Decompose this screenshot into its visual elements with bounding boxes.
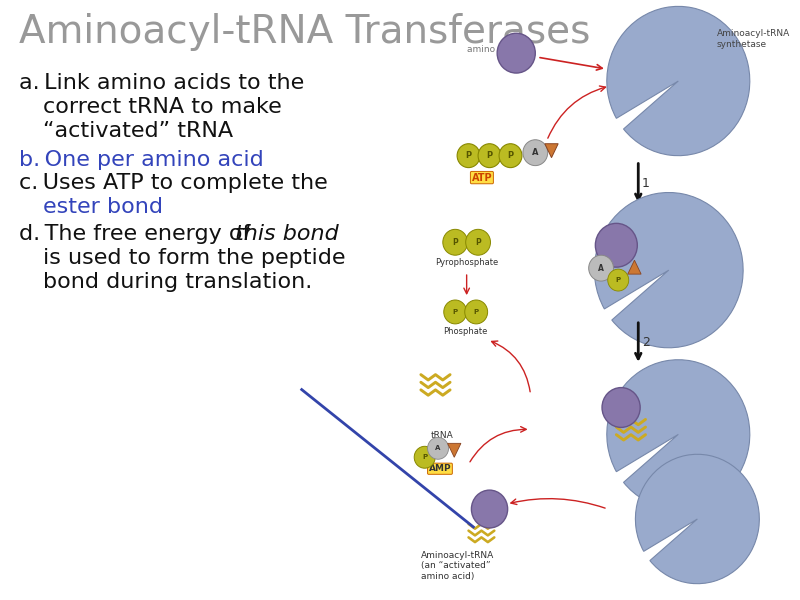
Circle shape [444, 300, 466, 324]
Text: is used to form the peptide: is used to form the peptide [43, 248, 346, 268]
Circle shape [523, 140, 548, 166]
Text: A: A [598, 263, 604, 272]
Circle shape [602, 388, 640, 427]
Text: Aminoacyl-tRNA
synthetase: Aminoacyl-tRNA synthetase [717, 29, 790, 49]
Text: Aminoacyl-tRNA Transferases: Aminoacyl-tRNA Transferases [18, 13, 590, 52]
Circle shape [608, 269, 629, 291]
Text: A: A [435, 445, 441, 451]
Text: P: P [452, 238, 458, 247]
Circle shape [414, 446, 435, 468]
Text: this bond: this bond [235, 224, 339, 244]
Circle shape [443, 229, 468, 255]
Text: 2: 2 [642, 337, 650, 349]
Text: ester bond: ester bond [43, 197, 163, 217]
Text: P: P [453, 309, 458, 315]
Text: AMP: AMP [429, 464, 451, 473]
Circle shape [589, 255, 614, 281]
Text: P: P [422, 454, 427, 460]
Text: amino acid: amino acid [466, 45, 517, 54]
Polygon shape [447, 443, 461, 457]
Text: correct tRNA to make: correct tRNA to make [43, 97, 282, 117]
Text: d. The free energy of: d. The free energy of [18, 224, 257, 244]
Text: P: P [466, 151, 472, 160]
Circle shape [497, 33, 535, 73]
Text: Phosphate: Phosphate [443, 327, 488, 336]
Wedge shape [606, 360, 750, 509]
Text: bond during translation.: bond during translation. [43, 272, 313, 292]
Text: tRNA: tRNA [430, 431, 454, 440]
Wedge shape [606, 7, 750, 155]
Text: P: P [475, 238, 481, 247]
Text: Aminoacyl-tRNA
(an “activated”
amino acid): Aminoacyl-tRNA (an “activated” amino aci… [421, 551, 494, 581]
Circle shape [427, 437, 449, 459]
Wedge shape [635, 454, 759, 584]
Circle shape [465, 300, 488, 324]
Circle shape [471, 490, 508, 528]
Text: Pyrophosphate: Pyrophosphate [435, 258, 498, 267]
Text: P: P [616, 277, 621, 283]
Circle shape [466, 229, 490, 255]
Text: a. Link amino acids to the: a. Link amino acids to the [18, 73, 304, 93]
Text: 1: 1 [642, 177, 650, 190]
Text: c. Uses ATP to complete the: c. Uses ATP to complete the [18, 173, 327, 193]
Polygon shape [628, 260, 641, 274]
Wedge shape [594, 193, 743, 348]
Polygon shape [545, 144, 558, 158]
Text: “activated” tRNA: “activated” tRNA [43, 121, 234, 141]
Text: A: A [532, 148, 538, 157]
Text: b. One per amino acid: b. One per amino acid [18, 149, 263, 169]
Circle shape [499, 144, 522, 167]
Text: ATP: ATP [471, 173, 492, 182]
Circle shape [478, 144, 501, 167]
Circle shape [595, 223, 638, 267]
Text: P: P [474, 309, 478, 315]
Text: P: P [486, 151, 493, 160]
Text: P: P [507, 151, 514, 160]
Circle shape [457, 144, 480, 167]
